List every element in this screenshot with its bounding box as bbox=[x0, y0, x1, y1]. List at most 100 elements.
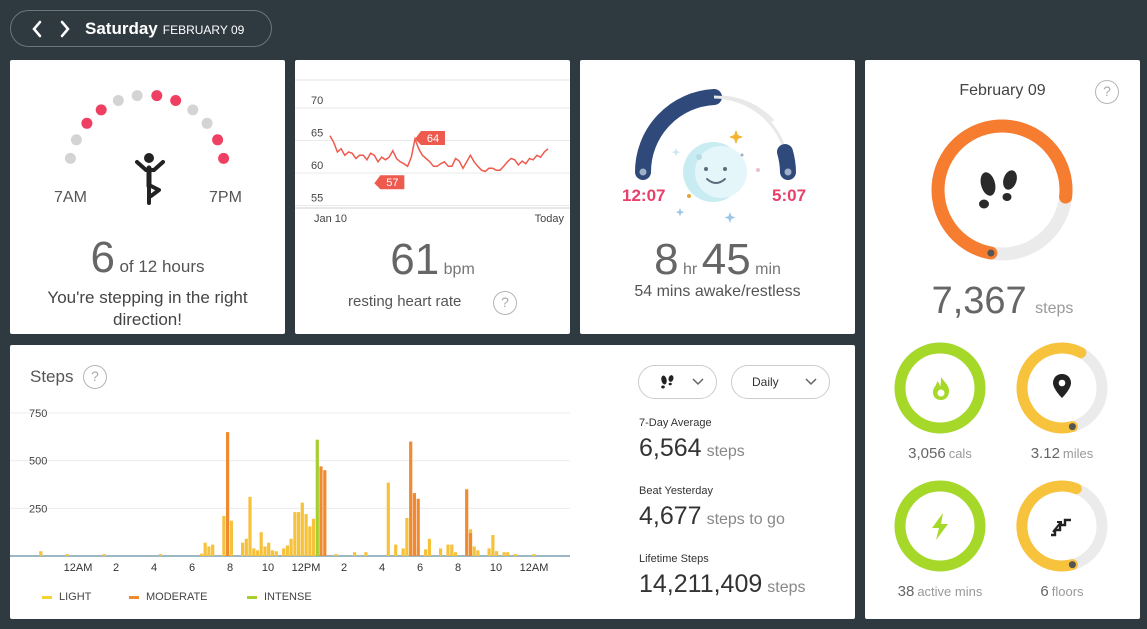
distance-ring[interactable] bbox=[1016, 342, 1108, 434]
goal-rings bbox=[894, 119, 1108, 572]
stat-beat-number: 4,677 bbox=[639, 502, 702, 530]
hourly-dots-arc bbox=[64, 90, 230, 164]
step-bar bbox=[502, 552, 506, 556]
step-bar bbox=[465, 489, 469, 556]
stat-beat-unit: steps to go bbox=[706, 511, 785, 528]
chevron-down-icon bbox=[692, 378, 704, 386]
step-bar bbox=[476, 550, 480, 556]
steps-x-tick: 4 bbox=[151, 562, 157, 574]
step-bar bbox=[259, 532, 263, 556]
legend-intense-label: INTENSE bbox=[264, 591, 312, 603]
steps-x-tick: 12PM bbox=[292, 562, 321, 574]
active-person-icon bbox=[135, 153, 165, 205]
svg-text:64: 64 bbox=[427, 133, 439, 145]
calories-value: 3,056 bbox=[908, 445, 946, 462]
stat-7day-unit: steps bbox=[706, 443, 745, 460]
step-bar bbox=[513, 554, 517, 556]
hourly-activity-card[interactable]: 7AM 7PM 6 of 12 hours You're stepping in… bbox=[10, 60, 285, 334]
active-minutes-ring[interactable] bbox=[894, 480, 986, 572]
legend-intense-swatch bbox=[247, 595, 257, 599]
step-bar bbox=[439, 548, 443, 556]
legend-intense: INTENSE bbox=[247, 591, 312, 603]
sleep-arc-main bbox=[634, 89, 722, 180]
current-day: Saturday bbox=[85, 18, 158, 38]
heart-y-tick: 55 bbox=[311, 193, 323, 205]
step-bar bbox=[285, 545, 289, 556]
step-bar bbox=[282, 548, 286, 556]
heart-x-start: Jan 10 bbox=[314, 213, 347, 225]
calories-unit: cals bbox=[948, 446, 972, 461]
sleep-card[interactable]: 12:07 5:07 8 hr 45 min 54 mins awake/res… bbox=[580, 60, 855, 334]
current-date: FEBRUARY 09 bbox=[162, 23, 245, 37]
steps-x-tick: 10 bbox=[262, 562, 274, 574]
active-unit: active mins bbox=[917, 584, 983, 599]
step-bar bbox=[274, 551, 278, 556]
heart-rate-number: 61 bbox=[390, 235, 440, 284]
steps-y-tick: 500 bbox=[29, 456, 47, 468]
hour-dot bbox=[112, 95, 124, 106]
heart-help-button[interactable]: ? bbox=[493, 291, 517, 315]
hour-dot bbox=[201, 117, 213, 129]
step-bar bbox=[401, 548, 405, 556]
goals-date: February 09 bbox=[959, 82, 1046, 99]
step-bar bbox=[495, 551, 499, 556]
floors-ring[interactable] bbox=[1016, 480, 1108, 572]
step-bar bbox=[39, 551, 43, 556]
step-bar bbox=[203, 542, 207, 556]
sleep-awake-text: 54 mins awake/restless bbox=[634, 283, 801, 300]
step-bar bbox=[199, 553, 204, 556]
heart-rate-card[interactable]: 70 65 60 55 Jan 10 Today 64 57 61 bpm restin… bbox=[295, 60, 570, 334]
step-bar bbox=[323, 470, 327, 556]
heart-y-tick: 70 bbox=[311, 95, 323, 107]
heart-rate-chart: 70 65 60 55 Jan 10 Today 64 57 bbox=[295, 79, 570, 225]
hourly-summary: 6 of 12 hours bbox=[10, 233, 285, 283]
step-bar bbox=[293, 512, 297, 556]
steps-x-tick: 8 bbox=[455, 562, 461, 574]
calories-ring[interactable] bbox=[894, 342, 986, 434]
stat-beat-value: 4,677 steps to go bbox=[639, 502, 785, 531]
steps-x-tick: 10 bbox=[490, 562, 502, 574]
legend-moderate: MODERATE bbox=[129, 591, 208, 603]
hour-dot bbox=[81, 117, 93, 129]
legend-light-label: LIGHT bbox=[59, 591, 92, 603]
hourly-message: You're stepping in the right direction! bbox=[47, 288, 248, 329]
step-bar bbox=[472, 546, 476, 556]
step-bar bbox=[334, 554, 338, 556]
steps-x-tick: 2 bbox=[341, 562, 347, 574]
step-bar bbox=[244, 538, 248, 556]
distance-value: 3.12 bbox=[1030, 445, 1060, 462]
svg-text:57: 57 bbox=[386, 177, 398, 189]
previous-day-button[interactable] bbox=[23, 14, 51, 44]
stat-lifetime-unit: steps bbox=[767, 579, 806, 596]
steps-total: 7,367 steps bbox=[865, 280, 1140, 323]
moon-icon bbox=[683, 142, 747, 202]
stat-lifetime-value: 14,211,409 steps bbox=[639, 570, 806, 599]
step-bar bbox=[446, 544, 450, 556]
steps-y-tick: 750 bbox=[29, 408, 47, 420]
heart-rate-unit: bpm bbox=[443, 261, 475, 278]
hour-dot bbox=[151, 90, 163, 102]
distance-caption: 3.12 miles bbox=[1002, 445, 1122, 462]
next-day-button[interactable] bbox=[51, 14, 79, 44]
steps-x-tick: 2 bbox=[113, 562, 119, 574]
steps-x-tick: 6 bbox=[189, 562, 195, 574]
heart-y-tick: 60 bbox=[311, 160, 323, 172]
step-bar bbox=[252, 548, 256, 556]
sleep-hours-unit: hr bbox=[683, 261, 698, 278]
steps-ring[interactable] bbox=[931, 119, 1073, 261]
stat-lifetime-label: Lifetime Steps bbox=[639, 553, 709, 565]
heart-high-flag: 64 bbox=[414, 131, 445, 145]
legend-moderate-swatch bbox=[129, 595, 139, 599]
stat-7day-label: 7-Day Average bbox=[639, 417, 712, 429]
floors-caption: 6 floors bbox=[1002, 583, 1122, 600]
stat-lifetime-number: 14,211,409 bbox=[639, 570, 763, 598]
step-bar bbox=[311, 518, 316, 556]
chevron-right-icon bbox=[60, 20, 70, 37]
step-bar bbox=[308, 526, 312, 556]
goals-help-button[interactable]: ? bbox=[1095, 80, 1119, 104]
steps-help-button[interactable]: ? bbox=[83, 365, 107, 389]
step-bar bbox=[487, 548, 491, 556]
metric-dropdown[interactable] bbox=[638, 365, 717, 399]
step-bar bbox=[416, 498, 420, 556]
period-dropdown[interactable]: Daily bbox=[731, 365, 830, 399]
